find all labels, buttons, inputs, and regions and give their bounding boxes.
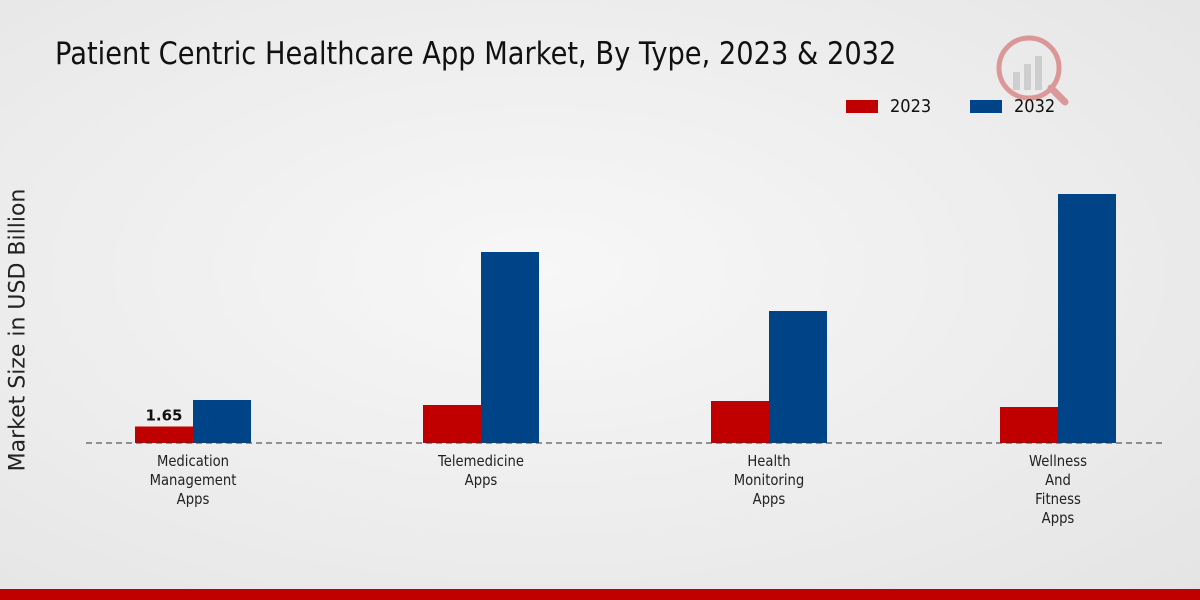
x-tick-label-line: Wellness bbox=[1029, 453, 1087, 470]
legend-swatch-2023 bbox=[846, 100, 878, 113]
x-tick-label-line: Apps bbox=[1042, 510, 1075, 527]
legend: 2023 2032 bbox=[846, 96, 1094, 117]
x-tick-label-line: Management bbox=[150, 472, 237, 489]
footer-bar bbox=[0, 589, 1200, 600]
legend-swatch-2032 bbox=[969, 100, 1002, 113]
x-tick-label-line: Monitoring bbox=[734, 472, 804, 489]
x-tick-label-line: Apps bbox=[177, 491, 210, 508]
legend-label-2023: 2023 bbox=[890, 96, 932, 117]
bar-2023-2 bbox=[711, 401, 769, 443]
x-tick-label-0: Medication Management Apps bbox=[150, 453, 237, 508]
x-tick-label-line: Apps bbox=[465, 472, 498, 489]
bar-2023-3 bbox=[1000, 407, 1058, 443]
x-tick-label-2: Health Monitoring Apps bbox=[734, 453, 804, 508]
chart-title: Patient Centric Healthcare App Market, B… bbox=[55, 36, 897, 72]
bar-2032-0 bbox=[193, 400, 251, 443]
x-tick-label-line: And bbox=[1045, 472, 1071, 489]
bar-2023-0 bbox=[135, 426, 193, 443]
x-tick-label-line: Medication bbox=[157, 453, 229, 470]
x-tick-label-line: Health bbox=[747, 453, 790, 470]
x-tick-label-3: Wellness And Fitness Apps bbox=[1029, 453, 1087, 527]
x-tick-label-1: Telemedicine Apps bbox=[437, 453, 524, 489]
x-tick-label-line: Telemedicine bbox=[437, 453, 524, 470]
legend-item-2023: 2023 bbox=[846, 96, 936, 117]
legend-label-2032: 2032 bbox=[1013, 96, 1056, 117]
data-label-0: 1.65 bbox=[145, 407, 182, 425]
bar-2032-1 bbox=[481, 252, 539, 443]
bar-2023-1 bbox=[423, 405, 481, 443]
x-tick-label-line: Apps bbox=[753, 491, 786, 508]
watermark-logo-icon bbox=[996, 35, 1069, 106]
bar-2032-3 bbox=[1058, 194, 1116, 443]
x-tick-label-line: Fitness bbox=[1035, 491, 1081, 508]
bar-2032-2 bbox=[769, 311, 827, 443]
legend-item-2032: 2032 bbox=[969, 96, 1060, 117]
